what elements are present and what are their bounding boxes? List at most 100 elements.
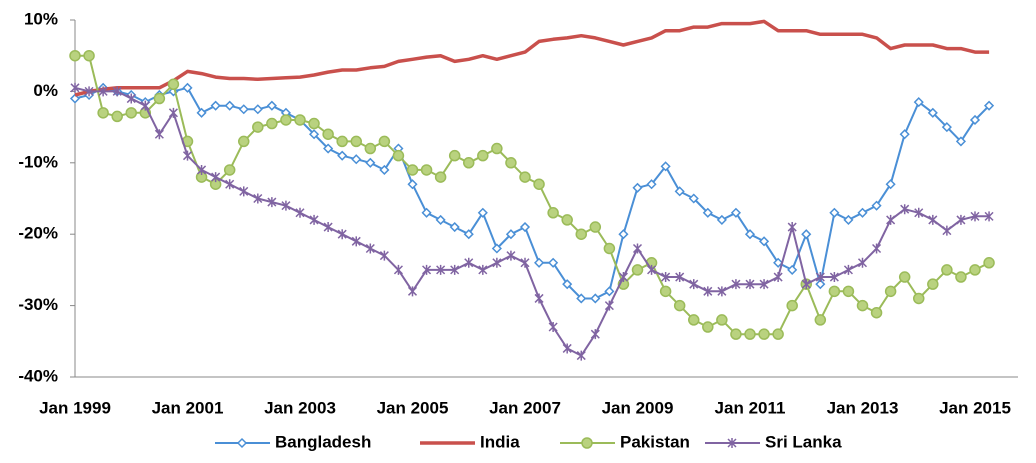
marker [506, 250, 516, 261]
marker [236, 437, 248, 449]
marker [238, 135, 250, 148]
marker [942, 225, 952, 236]
y-tick-label: 10% [24, 9, 58, 28]
marker [322, 128, 334, 140]
marker [744, 328, 756, 340]
marker [211, 172, 221, 183]
legend-label: Pakistan [620, 432, 690, 451]
marker [182, 150, 193, 161]
marker [801, 229, 812, 240]
marker [744, 229, 756, 240]
marker [224, 100, 235, 111]
marker [350, 135, 362, 148]
marker [814, 314, 827, 326]
marker [773, 272, 783, 283]
marker [590, 293, 601, 304]
x-tick-label: Jan 2013 [827, 398, 899, 417]
legend-item: Pakistan [560, 432, 690, 451]
marker [787, 222, 797, 233]
marker [548, 322, 558, 333]
marker [913, 292, 925, 305]
marker [547, 207, 559, 219]
marker [941, 122, 952, 133]
marker [434, 171, 447, 183]
marker [983, 257, 995, 269]
y-tick-label: -40% [18, 366, 58, 385]
marker [730, 207, 741, 218]
marker [927, 278, 939, 290]
marker [491, 243, 502, 254]
series-line [74, 86, 990, 357]
marker [210, 100, 221, 111]
marker [323, 222, 333, 233]
marker [758, 328, 770, 340]
x-tick-label: Jan 2003 [264, 398, 336, 417]
marker [632, 182, 643, 193]
marker [309, 214, 319, 225]
marker [97, 107, 109, 119]
marker [843, 264, 853, 275]
legend-label: India [480, 432, 520, 451]
marker [392, 149, 405, 162]
marker [225, 179, 235, 190]
marker [829, 207, 840, 218]
marker [786, 299, 798, 312]
legend-item: Bangladesh [215, 432, 371, 451]
marker [337, 150, 348, 161]
marker [154, 129, 164, 140]
marker [393, 264, 403, 275]
marker [871, 200, 882, 211]
marker [815, 272, 825, 283]
marker [477, 207, 488, 218]
marker [941, 264, 953, 276]
marker [801, 279, 811, 290]
marker [702, 321, 714, 333]
marker [576, 350, 586, 361]
y-tick-label: -20% [18, 224, 58, 243]
marker [898, 271, 911, 283]
marker [280, 114, 292, 126]
marker [478, 264, 488, 275]
marker [688, 314, 700, 326]
marker [673, 299, 686, 312]
marker [477, 149, 489, 162]
marker [772, 328, 784, 340]
x-tick-label: Jan 2001 [152, 398, 224, 417]
x-tick-label: Jan 2009 [602, 398, 674, 417]
marker [872, 243, 882, 254]
marker [69, 49, 81, 62]
marker [731, 279, 741, 290]
marker [689, 279, 699, 290]
marker [913, 97, 924, 108]
marker [379, 164, 390, 176]
marker [239, 186, 249, 197]
marker [125, 107, 137, 119]
marker [604, 300, 614, 311]
marker [562, 343, 572, 354]
series-line [74, 19, 990, 97]
marker [675, 272, 685, 283]
marker [646, 179, 657, 190]
marker [266, 117, 278, 130]
marker [520, 257, 530, 268]
marker [688, 193, 699, 204]
marker [745, 279, 755, 290]
x-tick-label: Jan 2011 [715, 398, 786, 417]
marker [914, 207, 924, 218]
marker [899, 129, 910, 140]
marker [266, 100, 277, 111]
marker [618, 272, 628, 283]
marker [759, 236, 770, 247]
marker [505, 157, 517, 169]
marker [829, 272, 839, 283]
marker [843, 214, 854, 225]
marker [323, 143, 334, 154]
marker [717, 286, 727, 297]
marker [83, 49, 95, 62]
marker [548, 257, 559, 268]
marker [857, 207, 868, 218]
marker [842, 285, 855, 298]
marker [702, 207, 713, 218]
marker [856, 299, 869, 312]
marker [603, 242, 616, 255]
